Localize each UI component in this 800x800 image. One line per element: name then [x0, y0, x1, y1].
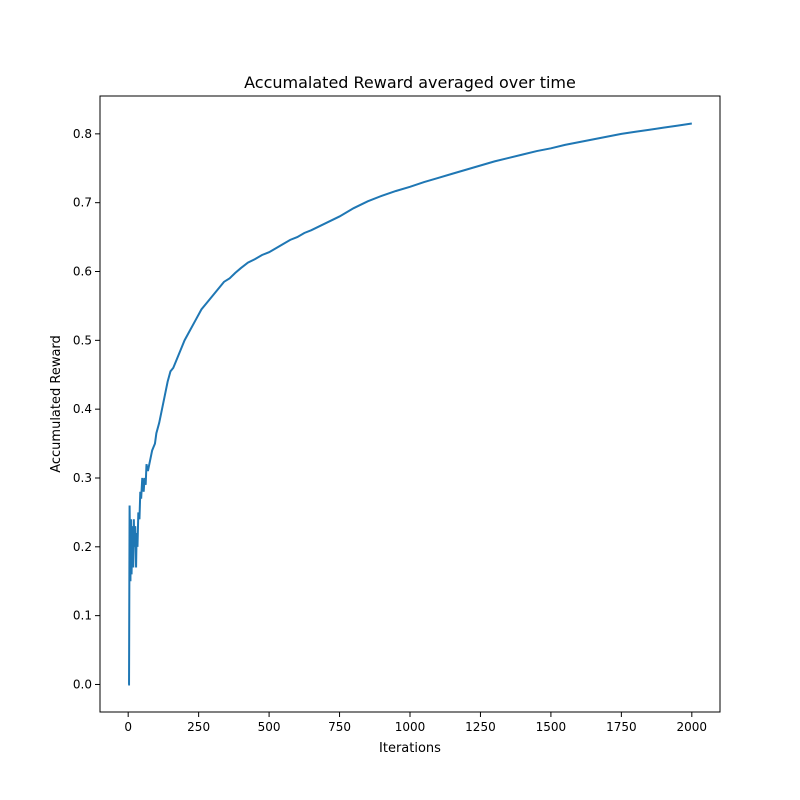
x-tick-label: 1250	[465, 720, 496, 734]
x-tick-label: 1750	[606, 720, 637, 734]
tick-group: 0 250 500 750 1000 1250 1500 1750 2000 0.0 0.1 0.2 0…	[73, 127, 707, 734]
series-line	[128, 122, 692, 686]
plot-frame	[99, 95, 721, 713]
y-tick-label: 0.4	[73, 402, 92, 416]
y-tick-label: 0.0	[73, 677, 92, 691]
x-axis-label: Iterations	[379, 741, 441, 756]
y-axis-label: Accumulated Reward	[49, 335, 64, 473]
x-tick-label: 1000	[395, 720, 426, 734]
y-tick-label: 0.2	[73, 540, 92, 554]
x-tick-label: 250	[187, 720, 210, 734]
x-tick-label: 1500	[536, 720, 567, 734]
y-tick-label: 0.8	[73, 127, 92, 141]
chart-title: Accumalated Reward averaged over time	[244, 73, 576, 92]
y-tick-label: 0.7	[73, 196, 92, 210]
x-tick-label: 500	[258, 720, 281, 734]
x-tick-label: 2000	[677, 720, 708, 734]
y-tick-label: 0.6	[73, 265, 92, 279]
y-tick-label: 0.1	[73, 609, 92, 623]
x-tick-label: 750	[328, 720, 351, 734]
x-tick-label: 0	[124, 720, 132, 734]
y-tick-label: 0.5	[73, 333, 92, 347]
y-tick-label: 0.3	[73, 471, 92, 485]
